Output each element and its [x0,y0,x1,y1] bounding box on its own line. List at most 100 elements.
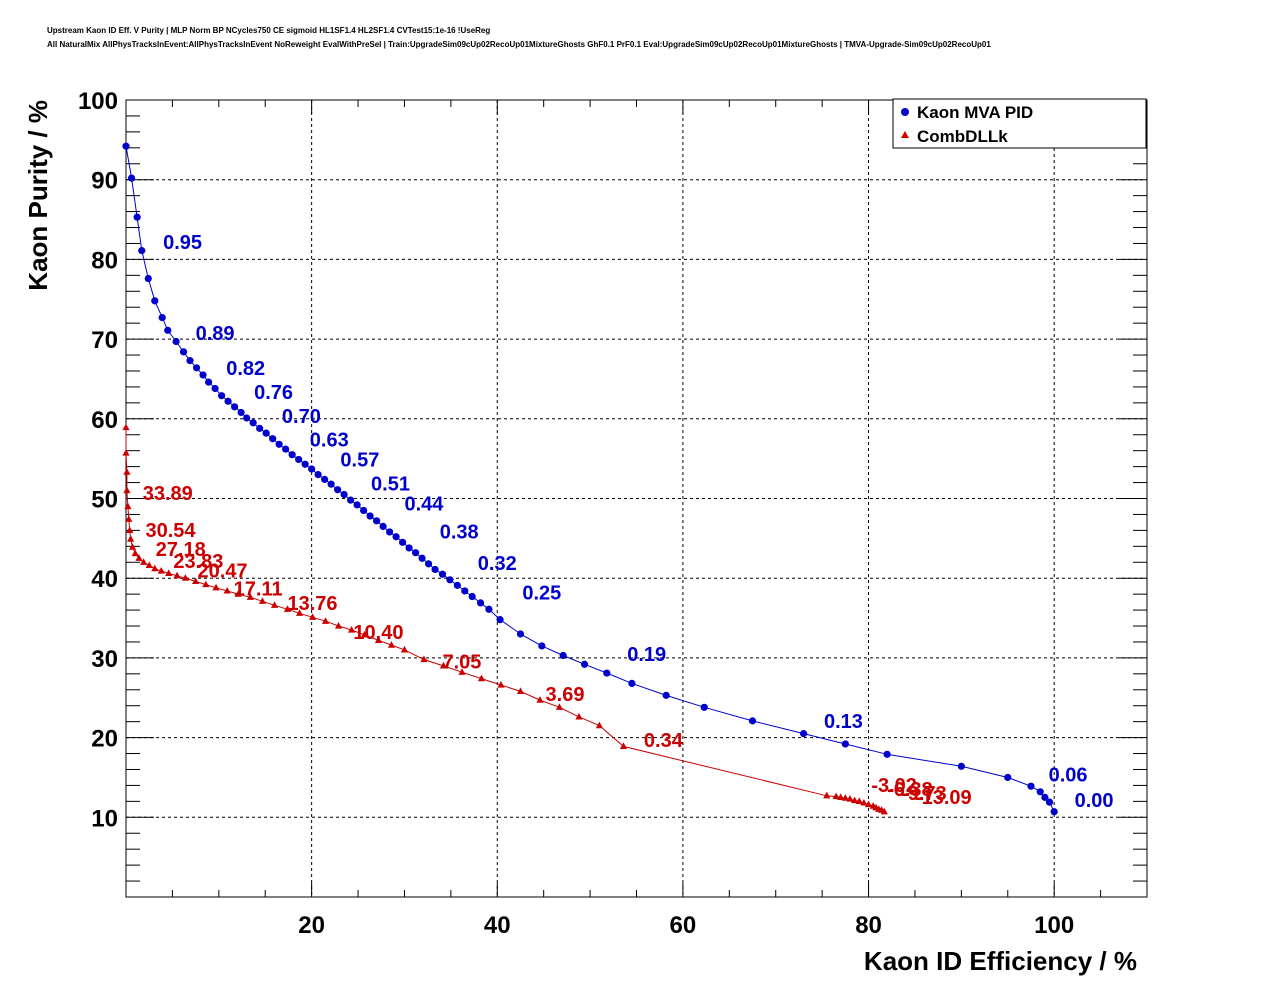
data-point [230,403,239,411]
data-point [880,807,888,815]
data-point [595,721,603,729]
data-point [295,455,303,464]
data-point [700,703,708,711]
cut-value-label: 0.19 [627,644,666,666]
y-tick-label: 10 [91,805,118,832]
data-point [392,533,400,541]
data-point [186,357,194,365]
data-point [439,661,448,669]
data-point [347,496,355,504]
data-point [288,451,296,459]
data-point [411,549,420,557]
legend-box [892,98,1147,149]
legend-label-combdllk: CombDLLk [917,127,1008,146]
data-point [420,655,428,663]
data-point [122,142,130,150]
tick-labels: 20 40 60 80 100 10 20 30 40 50 60 70 80 90 100 [78,88,1074,939]
y-tick-label: 80 [91,247,118,274]
y-tick-label: 40 [91,566,118,593]
cut-value-label: 17.11 [234,579,283,601]
data-point [431,565,439,574]
data-point [374,636,383,643]
data-point [123,486,131,494]
data-point [144,274,152,283]
data-point [841,740,849,748]
legend-label-kaon-mva-pid: Kaon MVA PID [917,103,1033,122]
legend: Kaon MVA PID CombDLLk [892,98,1147,149]
data-point [864,800,873,808]
data-point [212,583,220,591]
data-point [258,597,267,604]
data-point [453,581,461,589]
data-point [192,577,200,584]
data-point [256,424,264,432]
data-point [157,567,165,574]
axis-ticks [126,99,1147,897]
data-point [246,593,254,600]
data-point [347,626,356,633]
cut-value-label: 13.76 [288,593,338,615]
data-point [173,571,181,579]
cut-value-label: 10.40 [353,622,403,644]
data-point [321,475,329,483]
data-point [151,564,159,572]
data-point [373,517,381,525]
data-point [243,414,251,422]
data-point [151,297,159,305]
data-point [234,590,242,597]
cut-value-label: 0.00 [1075,790,1114,812]
cut-value-label: 0.34 [644,730,684,752]
data-point [400,645,409,653]
data-point [192,364,201,372]
data-point [860,798,868,806]
data-point [575,712,583,720]
data-point [218,392,226,400]
data-point [603,669,611,677]
data-point [1027,782,1035,790]
data-point [138,247,146,255]
data-point [202,580,210,588]
data-point [321,617,330,624]
x-tick-label: 80 [855,912,882,939]
cut-value-label: 0.57 [340,450,379,472]
data-point [536,696,544,703]
data-point [205,378,213,386]
data-point [275,440,283,448]
cut-value-label: -3.02 [871,775,917,797]
y-tick-label: 70 [91,327,118,354]
cut-value-label: 33.89 [143,483,193,505]
data-point [405,544,413,552]
data-point [883,750,891,758]
data-point [124,502,132,510]
y-tick-label: 20 [91,726,118,753]
data-point [851,796,859,804]
data-point [538,642,546,650]
data-point [127,535,135,542]
y-axis-title: Kaon Purity / % [23,100,53,291]
series-line [125,146,1055,812]
data-point [497,680,505,688]
cut-value-label: 0.25 [522,583,561,605]
data-point [131,549,139,557]
data-point [398,538,407,546]
data-point [446,576,454,584]
cut-value-label: 0.51 [371,474,410,496]
cut-value-label: 0.38 [440,521,479,543]
cut-value-label: 23.83 [173,551,223,573]
data-point [164,326,172,334]
y-tick-label: 30 [91,646,118,673]
data-point [127,174,136,182]
data-point [314,470,322,479]
y-tick-label: 50 [91,487,118,514]
data-point [165,569,173,577]
cut-value-label: 0.95 [163,232,202,254]
data-point [366,512,374,520]
data-point [496,616,504,624]
cut-value-label: 0.70 [282,406,321,428]
data-point [619,742,628,749]
series-1 [122,423,888,815]
data-point [458,668,466,675]
cut-value-label: 0.32 [478,553,517,575]
data-point [424,560,433,568]
